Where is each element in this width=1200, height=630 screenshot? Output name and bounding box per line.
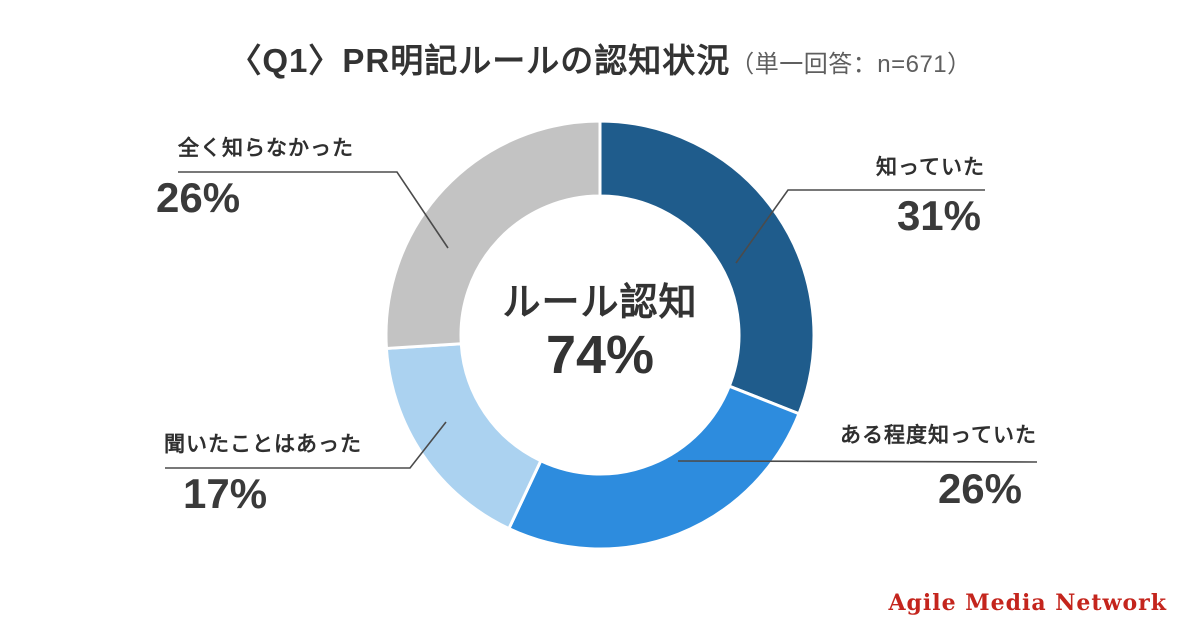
- callout-somewhat-value: 26%: [937, 465, 1022, 512]
- callout-leader-lines: [165, 171, 1038, 469]
- callout-knew-value: 31%: [896, 192, 981, 239]
- leader-line-somewhat: [677, 460, 1038, 463]
- center-label-text: ルール認知: [502, 282, 698, 324]
- callout-unknown-label: 全く知らなかった: [178, 137, 354, 160]
- leader-line-unknown: [178, 171, 449, 249]
- callout-knew-label: 知っていた: [876, 156, 985, 179]
- callout-heard-value: 17%: [183, 470, 268, 517]
- chart-title-sample-note: （単一回答：n=671）: [730, 51, 972, 78]
- donut-center-label: ルール認知 74%: [450, 281, 750, 385]
- center-label-value: 74%: [545, 325, 655, 385]
- chart-title-main: 〈Q1〉PR明記ルールの認知状況: [228, 42, 731, 79]
- donut-segment-unknown: [384, 119, 602, 350]
- agile-media-network-logo: Agile Media Network: [888, 590, 1167, 616]
- donut-segment-somewhat: [507, 384, 801, 551]
- callout-somewhat-label: ある程度知っていた: [840, 424, 1037, 447]
- chart-title: 〈Q1〉PR明記ルールの認知状況（単一回答：n=671）: [0, 34, 1200, 82]
- leader-line-knew: [735, 189, 985, 264]
- donut-segment-knew: [598, 119, 816, 416]
- leader-line-heard: [165, 421, 447, 469]
- callout-heard-label: 聞いたことはあった: [164, 433, 362, 456]
- callout-unknown-value: 26%: [156, 174, 241, 221]
- donut-segments: [384, 119, 816, 551]
